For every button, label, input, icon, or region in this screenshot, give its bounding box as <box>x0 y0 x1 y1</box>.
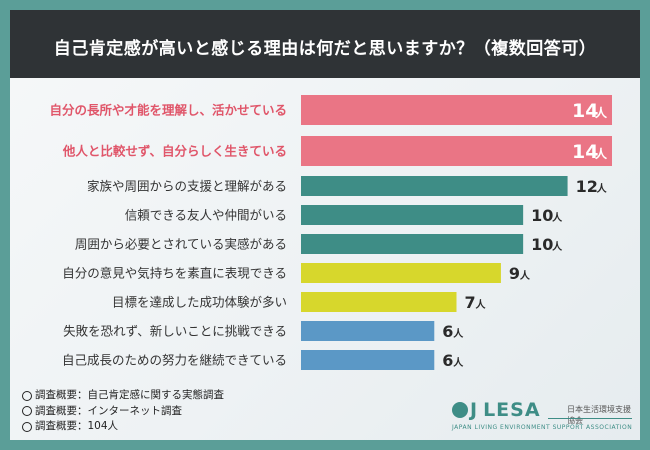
value-unit: 人 <box>595 146 608 161</box>
note-text: 調査概要：自己肯定感に関する実態調査 <box>35 389 224 401</box>
value-label: 14 <box>572 100 598 122</box>
chart-title: 自己肯定感が高いと感じる理由は何だと思いますか？（複数回答可） <box>53 38 597 59</box>
bar-chart: 自分の長所や才能を理解し、活かせている 14人他人と比較せず、自分らしく生きている… <box>49 95 612 370</box>
bar <box>301 263 501 283</box>
logo-japanese-name: 日本生活環境支援協会 <box>567 405 631 425</box>
category-label: 自分の長所や才能を理解し、活かせている <box>49 103 287 118</box>
value-unit: 人 <box>595 105 608 120</box>
logo-name: LESA <box>483 399 541 421</box>
value-label: 10 <box>531 235 553 254</box>
title-bar: 自己肯定感が高いと感じる理由は何だと思いますか？（複数回答可） <box>10 10 640 78</box>
value-unit: 人 <box>552 240 563 253</box>
note-text: 調査概要：インターネット調査 <box>35 404 182 417</box>
category-label: 周囲から必要とされている実感がある <box>75 237 287 252</box>
logo-divider <box>548 418 632 419</box>
category-label: 家族や周囲からの支援と理解がある <box>87 179 287 194</box>
bar <box>301 234 524 254</box>
logo-english-name: JAPAN LIVING ENVIRONMENT SUPPORT ASSOCIA… <box>452 424 633 431</box>
value-label: 6 <box>442 322 453 341</box>
value-unit: 人 <box>453 327 464 340</box>
value-unit: 人 <box>520 269 531 282</box>
note-text: 調査概要：104人 <box>35 420 119 432</box>
value-unit: 人 <box>597 182 608 195</box>
value-label: 7 <box>465 293 476 312</box>
value-label: 9 <box>509 264 520 283</box>
value-label: 14 <box>572 141 598 163</box>
value-unit: 人 <box>552 211 563 224</box>
category-label: 目標を達成した成功体験が多い <box>112 295 287 310</box>
circle-bullet-icon <box>22 421 32 432</box>
category-label: 信頼できる友人や仲間がいる <box>125 208 287 223</box>
value-unit: 人 <box>476 298 487 311</box>
value-unit: 人 <box>453 356 464 369</box>
survey-notes: 調査概要：自己肯定感に関する実態調査 調査概要：インターネット調査 調査概要：1… <box>22 388 224 435</box>
value-label: 10 <box>531 206 553 225</box>
infographic-card: 自己肯定感が高いと感じる理由は何だと思いますか？（複数回答可） 自分の長所や才能… <box>10 10 640 440</box>
circle-bullet-icon <box>22 406 32 417</box>
value-label: 6 <box>442 351 453 370</box>
note-line: 調査概要：インターネット調査 <box>22 404 224 420</box>
bar <box>301 205 524 225</box>
bar <box>301 95 612 125</box>
category-label: 自己成長のための努力を継続できている <box>62 353 287 368</box>
note-line: 調査概要：104人 <box>22 419 224 435</box>
logo-j: J <box>470 399 478 421</box>
bar <box>301 136 612 166</box>
note-line: 調査概要：自己肯定感に関する実態調査 <box>22 388 224 404</box>
bar <box>301 321 435 341</box>
category-label: 他人と比較せず、自分らしく生きている <box>62 144 287 159</box>
bar <box>301 292 457 312</box>
category-label: 失敗を恐れず、新しいことに挑戦できる <box>63 324 287 339</box>
logo-circle-icon <box>452 402 468 418</box>
category-label: 自分の意見や気持ちを素直に表現できる <box>62 266 287 281</box>
value-label: 12 <box>576 177 598 196</box>
jlesa-logo: J LESA 日本生活環境支援協会 JAPAN LIVING ENVIRONME… <box>452 400 632 434</box>
bar <box>301 176 568 196</box>
logo-mark: J LESA <box>452 400 541 420</box>
bar <box>301 350 435 370</box>
circle-bullet-icon <box>22 390 32 401</box>
